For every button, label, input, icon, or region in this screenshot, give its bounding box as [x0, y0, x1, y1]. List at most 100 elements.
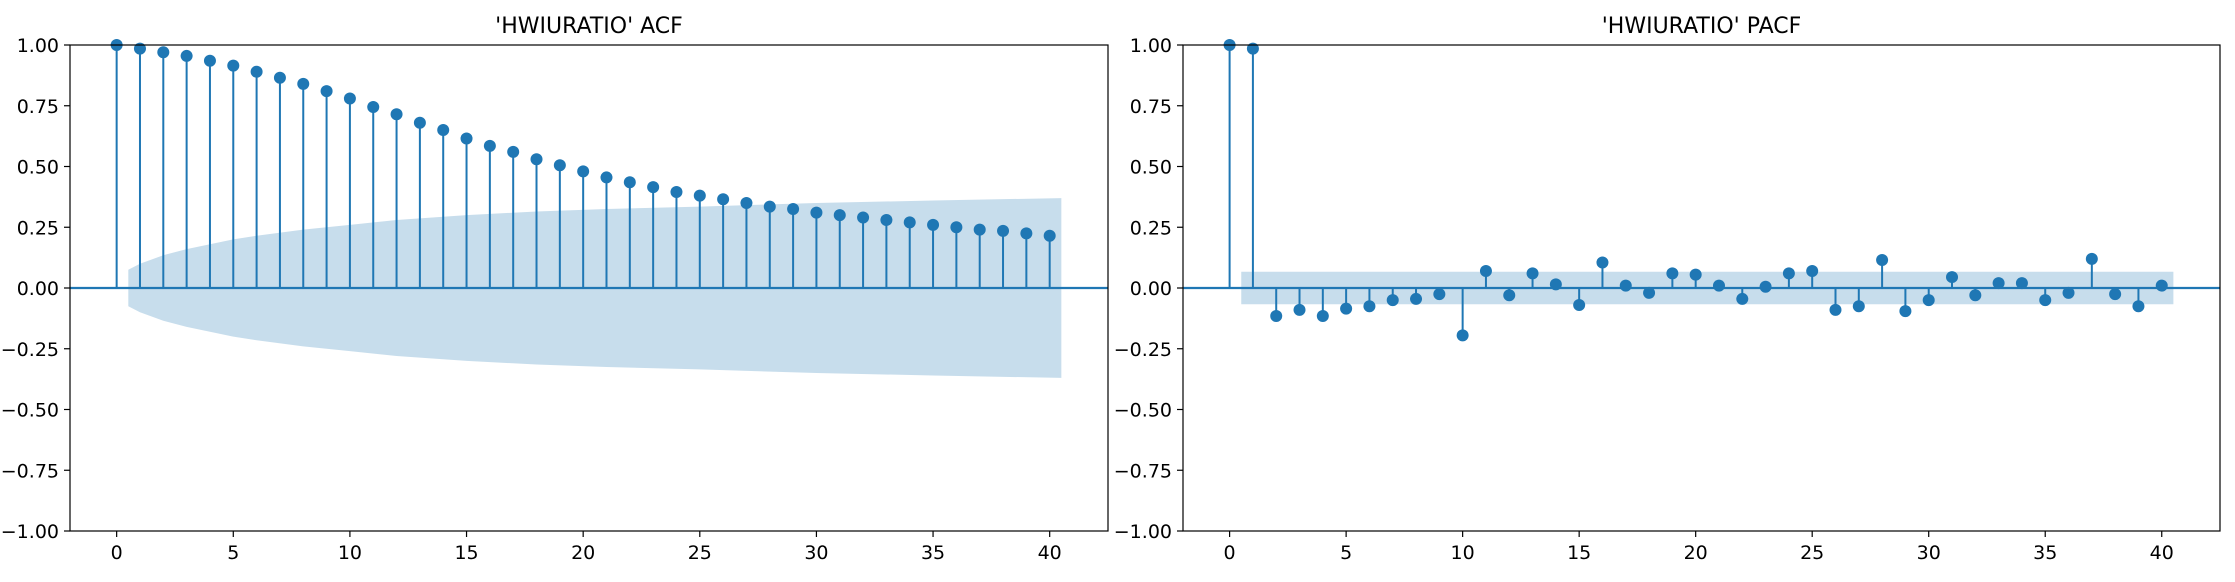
pacf-marker-lag-3	[1293, 303, 1306, 316]
pacf-marker-lag-40	[2155, 279, 2168, 292]
acf-marker-lag-22	[623, 176, 636, 189]
pacf-marker-lag-37	[2085, 252, 2098, 265]
pacf-marker-lag-34	[2015, 277, 2028, 290]
pacf-marker-lag-35	[2039, 294, 2052, 307]
acf-marker-lag-33	[880, 213, 893, 226]
pacf-marker-lag-30	[1922, 294, 1935, 307]
pacf-marker-lag-31	[1946, 271, 1959, 284]
acf-marker-lag-36	[950, 221, 963, 234]
acf-marker-lag-2	[157, 46, 170, 59]
pacf-ytick-label-3: 0.25	[1130, 217, 1172, 239]
acf-marker-lag-6	[250, 65, 263, 78]
pacf-marker-lag-23	[1759, 280, 1772, 293]
acf-marker-lag-26	[717, 193, 730, 206]
acf-marker-lag-38	[997, 224, 1010, 237]
pacf-marker-lag-29	[1899, 305, 1912, 318]
acf-ytick-label-6: −0.50	[1, 400, 59, 422]
acf-xtick-label-5: 5	[227, 542, 239, 564]
pacf-marker-lag-27	[1852, 300, 1865, 313]
acf-marker-lag-28	[763, 200, 776, 213]
acf-ytick-label-4: 0.00	[17, 278, 59, 300]
acf-marker-lag-40	[1043, 229, 1056, 242]
pacf-ytick-label-7: −0.75	[1114, 460, 1172, 482]
pacf-stems-group	[1183, 39, 2220, 342]
acf-ytick-label-8: −1.00	[1, 521, 59, 543]
pacf-marker-lag-6	[1363, 300, 1376, 313]
pacf-ytick-label-0: 1.00	[1130, 35, 1172, 57]
acf-marker-lag-9	[320, 85, 333, 98]
acf-y-ticks: 1.00 0.75 0.50 0.25 0.00 −0.25 −0.50 −0.75 −1.00	[1, 35, 70, 543]
acf-marker-lag-21	[600, 171, 613, 184]
pacf-ytick-label-6: −0.50	[1114, 400, 1172, 422]
acf-marker-lag-29	[787, 203, 800, 216]
acf-marker-lag-32	[857, 211, 870, 224]
acf-ytick-label-0: 1.00	[17, 35, 59, 57]
pacf-xtick-label-40: 40	[2150, 542, 2174, 564]
acf-stems-group	[70, 39, 1108, 290]
pacf-marker-lag-11	[1479, 264, 1492, 277]
acf-marker-lag-12	[390, 108, 403, 121]
pacf-marker-lag-26	[1829, 303, 1842, 316]
pacf-marker-lag-15	[1573, 299, 1586, 312]
pacf-title: 'HWIURATIO' PACF	[1602, 14, 1802, 39]
acf-xtick-label-20: 20	[571, 542, 595, 564]
pacf-ytick-label-8: −1.00	[1114, 521, 1172, 543]
acf-xtick-label-40: 40	[1038, 542, 1062, 564]
acf-marker-lag-4	[203, 54, 216, 67]
pacf-marker-lag-25	[1806, 264, 1819, 277]
acf-marker-lag-14	[437, 124, 450, 137]
acf-marker-lag-7	[273, 71, 286, 84]
pacf-marker-lag-8	[1410, 292, 1423, 305]
pacf-marker-lag-7	[1386, 294, 1399, 307]
pacf-marker-lag-20	[1689, 268, 1702, 281]
pacf-ytick-label-4: 0.00	[1130, 278, 1172, 300]
acf-marker-lag-5	[227, 59, 240, 72]
pacf-axes-frame	[1182, 44, 2221, 532]
pacf-marker-lag-14	[1549, 278, 1562, 291]
acf-marker-lag-30	[810, 206, 823, 219]
pacf-xtick-label-10: 10	[1451, 542, 1475, 564]
pacf-marker-lag-17	[1619, 279, 1632, 292]
pacf-xtick-label-20: 20	[1684, 542, 1708, 564]
pacf-marker-lag-32	[1969, 289, 1982, 302]
acf-marker-lag-39	[1020, 227, 1033, 240]
acf-title: 'HWIURATIO' ACF	[495, 14, 683, 39]
pacf-marker-lag-21	[1712, 279, 1725, 292]
acf-xtick-label-10: 10	[338, 542, 362, 564]
pacf-marker-lag-18	[1643, 286, 1656, 299]
acf-marker-lag-24	[670, 186, 683, 199]
acf-marker-lag-17	[507, 145, 520, 158]
acf-marker-lag-35	[927, 218, 940, 231]
pacf-marker-lag-39	[2132, 300, 2145, 313]
acf-marker-lag-20	[577, 165, 590, 178]
acf-xtick-label-25: 25	[688, 542, 712, 564]
pacf-ytick-label-1: 0.75	[1130, 96, 1172, 118]
pacf-marker-lag-16	[1596, 256, 1609, 269]
pacf-xtick-label-0: 0	[1224, 542, 1236, 564]
acf-marker-lag-3	[180, 49, 193, 62]
acf-marker-lag-13	[413, 116, 426, 129]
acf-marker-lag-15	[460, 132, 473, 145]
acf-ytick-label-2: 0.50	[17, 157, 59, 179]
acf-subplot: 'HWIURATIO' ACF 0 5 10 15 20 25 30 35 40 1.00 0.7…	[1, 14, 1109, 564]
acf-marker-lag-16	[483, 139, 496, 152]
pacf-xtick-label-5: 5	[1340, 542, 1352, 564]
acf-marker-lag-19	[553, 159, 566, 172]
pacf-y-ticks: 1.00 0.75 0.50 0.25 0.00 −0.25 −0.50 −0.75 −1.00	[1114, 35, 1183, 543]
acf-axes-frame	[69, 44, 1109, 532]
acf-ytick-label-5: −0.25	[1, 339, 59, 361]
pacf-marker-lag-4	[1316, 309, 1329, 322]
acf-xtick-label-30: 30	[804, 542, 828, 564]
pacf-marker-lag-36	[2062, 286, 2075, 299]
pacf-marker-lag-9	[1433, 288, 1446, 301]
acf-xtick-label-15: 15	[454, 542, 478, 564]
pacf-marker-lag-24	[1782, 267, 1795, 280]
pacf-marker-lag-2	[1270, 309, 1283, 322]
acf-xtick-label-0: 0	[111, 542, 123, 564]
pacf-marker-lag-19	[1666, 267, 1679, 280]
acf-ytick-label-3: 0.25	[17, 217, 59, 239]
acf-marker-lag-10	[343, 92, 356, 105]
acf-marker-lag-23	[647, 181, 660, 194]
pacf-marker-lag-28	[1876, 254, 1889, 267]
pacf-subplot: 'HWIURATIO' PACF 0 5 10 15 20 25 30 35 40 1.00 0.…	[1114, 14, 2221, 564]
